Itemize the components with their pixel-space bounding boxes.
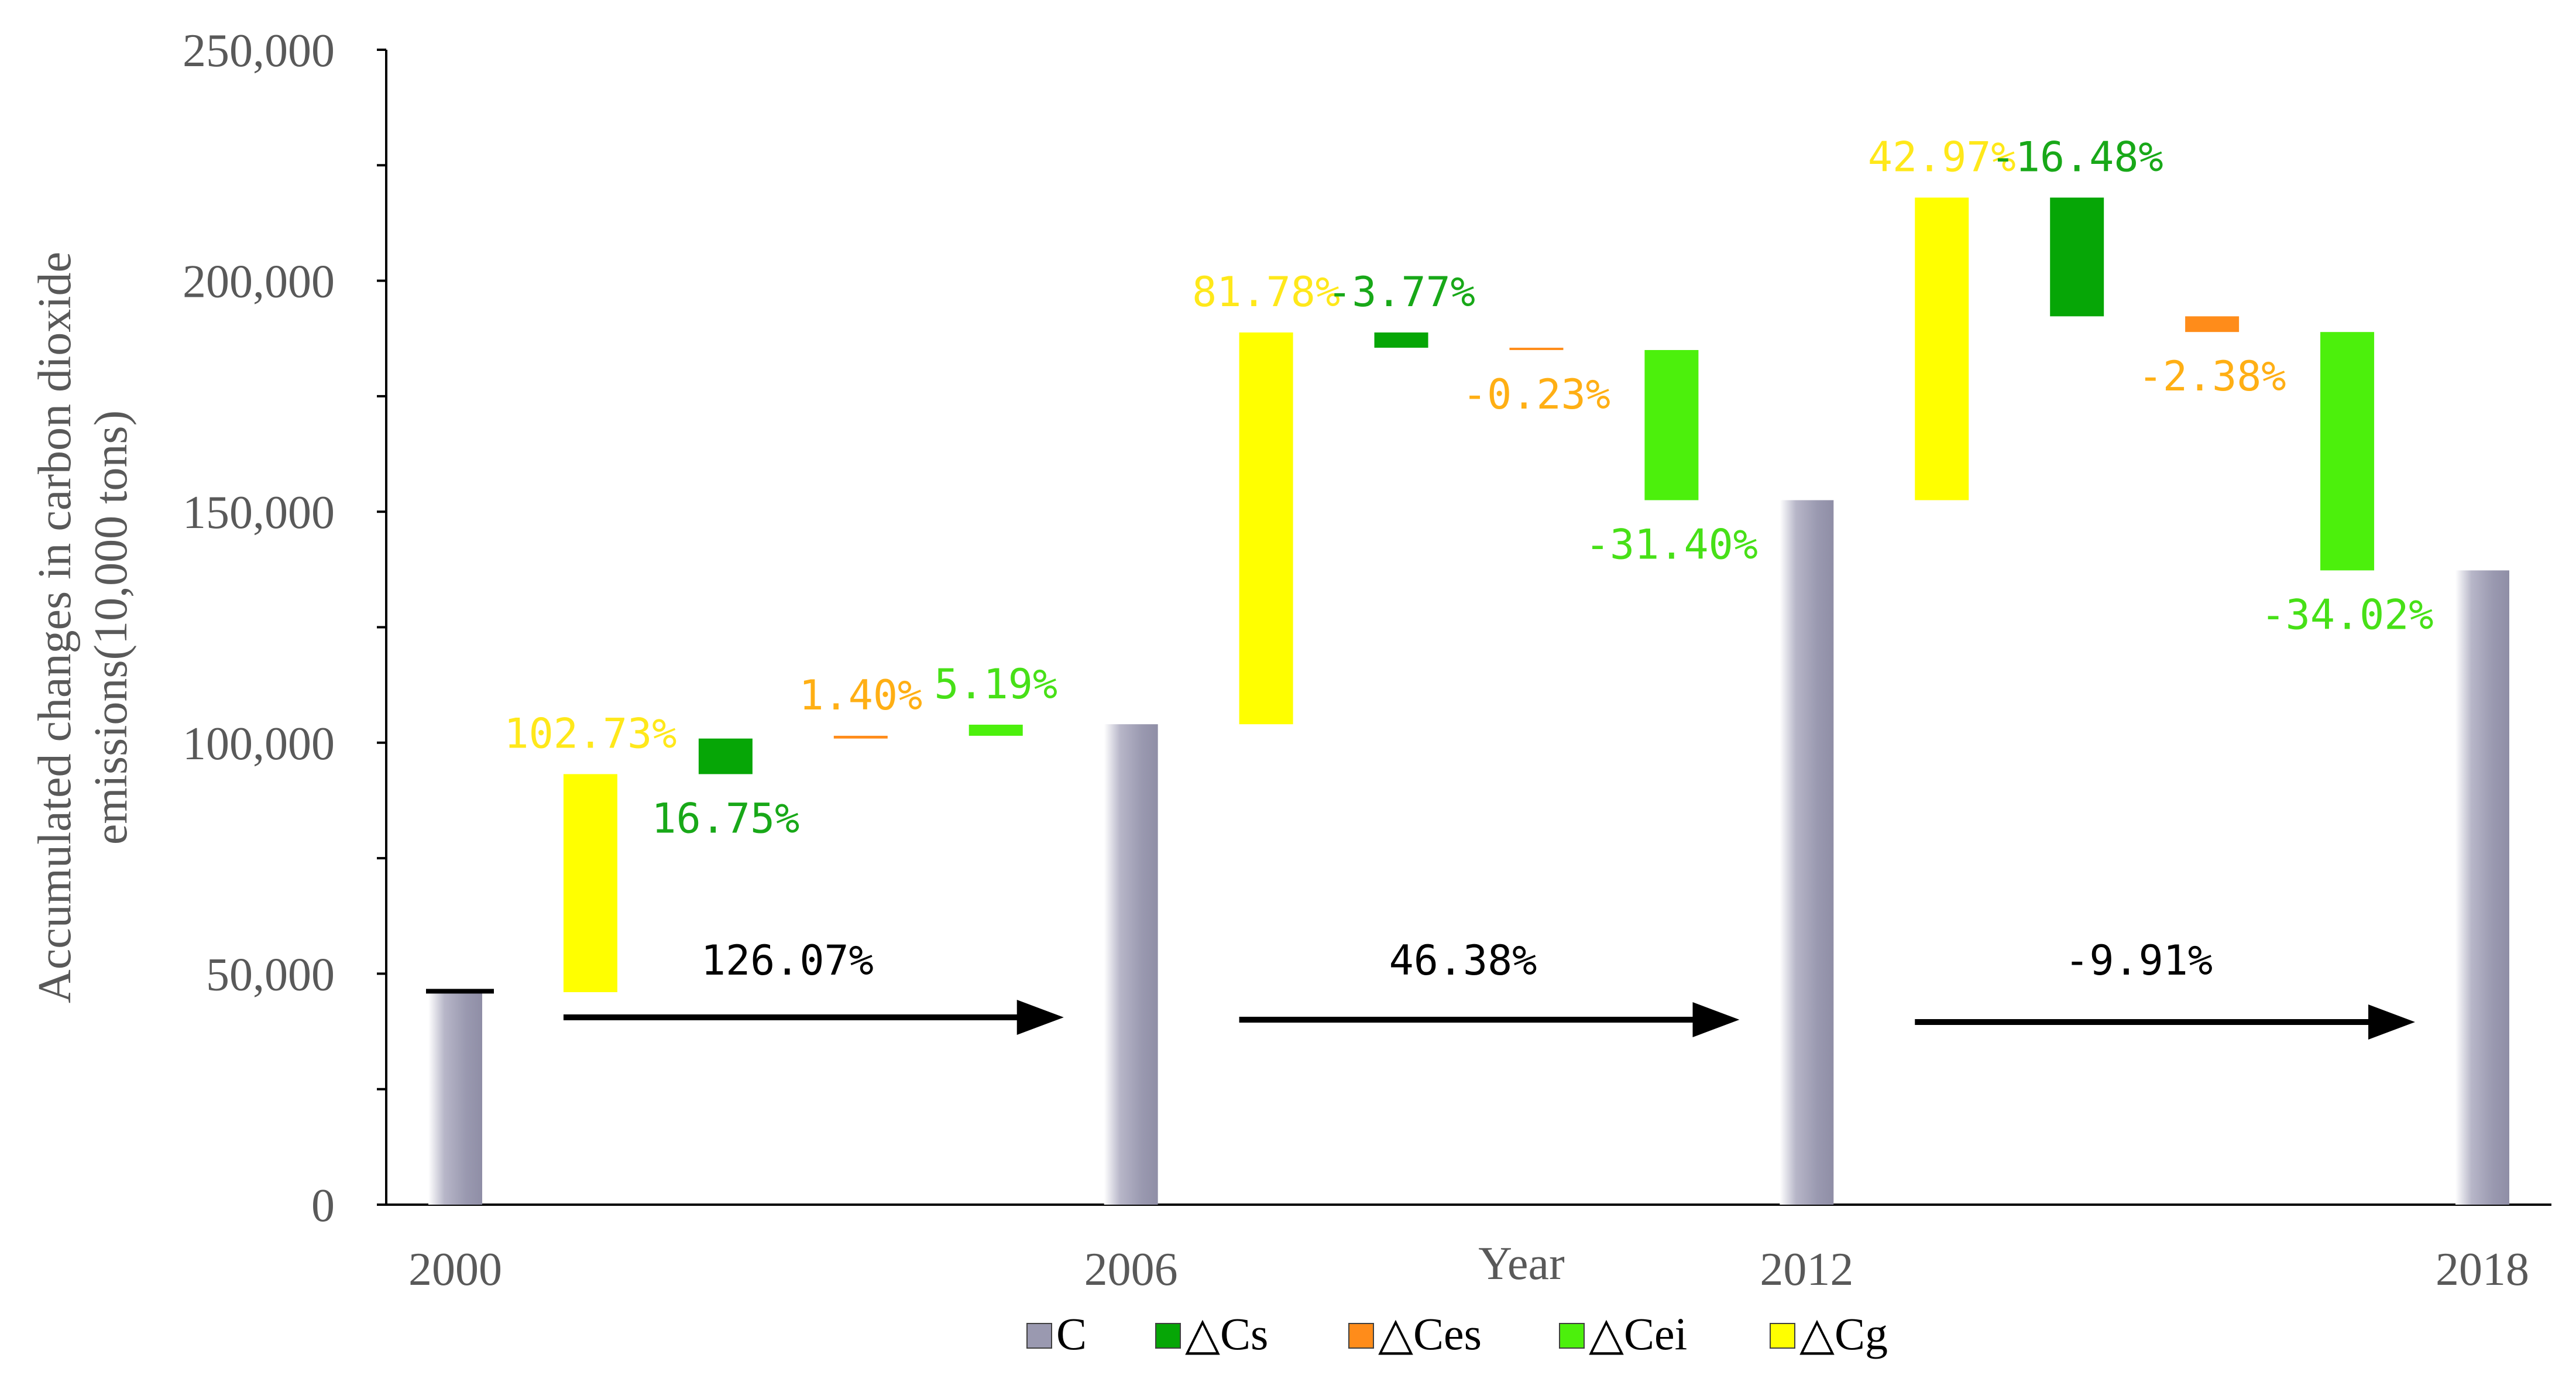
y-tick-label: 50,000 [206,949,335,1000]
step-label-dCg: 81.78% [1192,268,1340,316]
step-bar-dCs [2050,197,2104,317]
step-label-dCs: 16.75% [651,794,799,842]
step-label-dCei: -31.40% [1585,520,1758,568]
data-labels: 102.73% 16.75% 1.40% 5.19% 81.78%-3.77% -0.23… [504,133,2433,843]
step-label-dCs: -16.48% [1991,133,2163,181]
step-bar-dCg [1239,332,1293,725]
y-axis-title-line: emissions(10,000 tons) [85,410,137,845]
step-bar-dCei [1644,349,1699,500]
x-tick-label: 2012 [1760,1244,1853,1295]
y-tick-label: 200,000 [183,256,335,308]
legend-swatch-C [1026,1323,1052,1349]
step-label-dCes: -2.38% [2138,352,2286,400]
legend-label-C: C [1056,1308,1087,1359]
step-label-dCes: 1.40% [799,671,922,719]
legend-label-dCei: △Cei [1589,1308,1687,1359]
legend-swatch-dCes [1348,1323,1374,1349]
axes: 0 50,000 100,000 150,000 200,000 250,000 2000 2… [183,25,2551,1295]
step-label-dCg: 42.97% [1868,133,2016,181]
period-arrows: 126.07% 46.38% -9.91% [563,937,2416,1040]
x-tick-label: 2018 [2436,1244,2529,1295]
legend-label-dCg: △Cg [1799,1308,1888,1359]
step-label-dCs: -3.77% [1327,268,1475,316]
legend-swatch-dCs [1155,1323,1181,1349]
period-change-label: 126.07% [701,937,874,985]
x-tick-label: 2000 [408,1244,502,1295]
legend-swatch-dCei [1559,1323,1585,1349]
step-bar-dCei [968,725,1023,736]
step-bar-dCs [1374,332,1428,348]
step-bar-dCs [698,738,753,774]
y-tick-label: 0 [311,1180,335,1232]
x-tick-label: 2006 [1084,1244,1178,1295]
legend-label-dCs: △Cs [1185,1308,1268,1359]
step-label-dCei: 5.19% [934,660,1057,708]
total-bar-2012 [1780,500,1834,1205]
y-axis-title-line: Accumulated changes in carbon dioxide [29,252,81,1003]
total-bar-2006 [1104,724,1158,1205]
period-change-label: -9.91% [2065,937,2213,985]
step-bar-dCes [2185,316,2240,332]
step-label-dCes: -0.23% [1462,371,1610,419]
legend-label-dCes: △Ces [1378,1308,1482,1359]
total-bar-2000 [428,992,482,1205]
period-change-label: 46.38% [1389,937,1537,985]
y-tick-label: 150,000 [183,487,335,539]
legend: C △Cs △Ces △Cei △Cg [1026,1308,1888,1359]
step-bar-dCg [563,774,617,992]
total-bar-2018 [2455,570,2509,1205]
step-label-dCei: -34.02% [2261,591,2434,639]
bars [426,197,2509,1205]
y-axis-title: Accumulated changes in carbon dioxide emi… [29,252,137,1003]
step-bar-dCes [1509,348,1564,351]
y-tick-label: 250,000 [183,25,335,77]
step-bar-dCg [1915,197,1969,500]
step-bar-dCei [2320,332,2375,571]
step-label-dCg: 102.73% [504,709,676,757]
step-bar-dCes [833,735,888,739]
y-tick-label: 100,000 [183,718,335,770]
legend-swatch-dCg [1770,1323,1795,1349]
x-axis-title: Year [1478,1238,1564,1290]
